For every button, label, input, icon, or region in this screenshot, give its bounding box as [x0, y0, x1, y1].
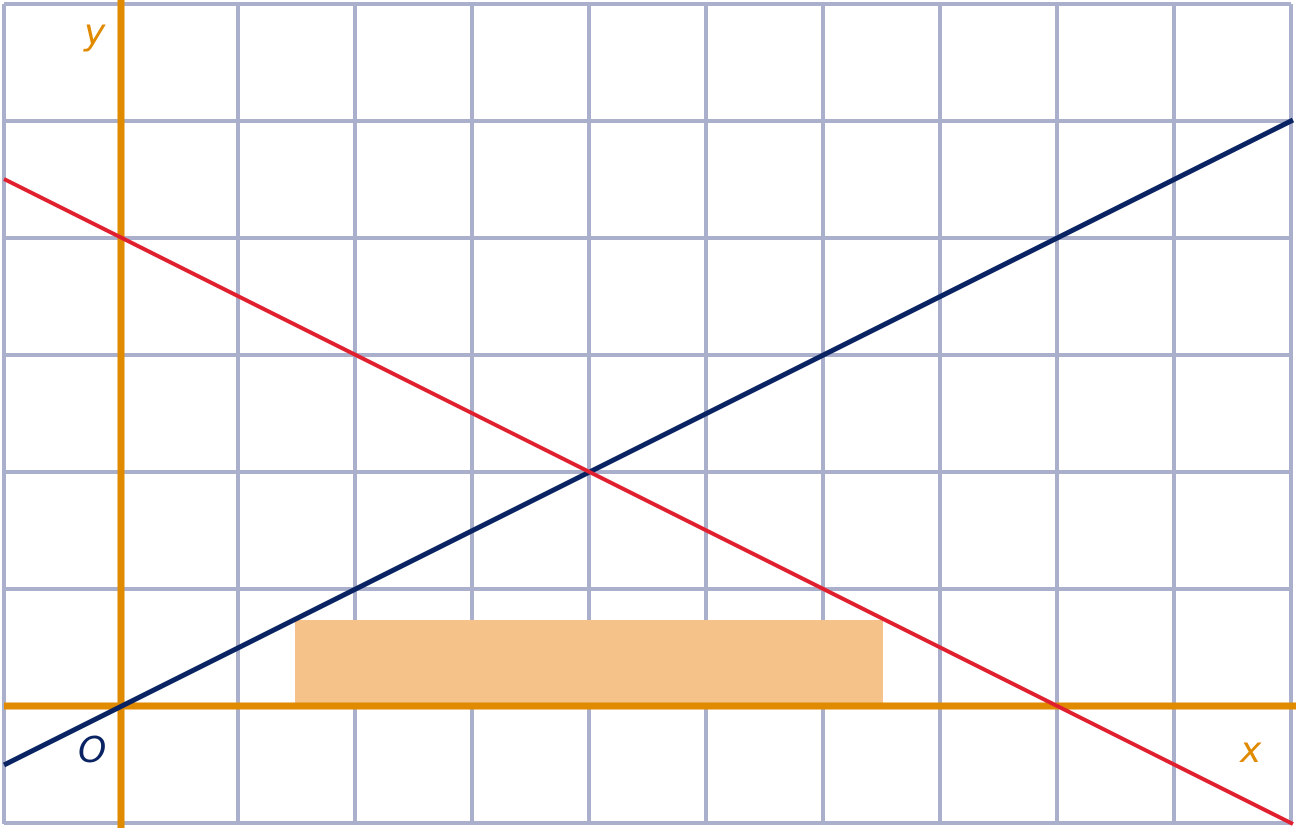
origin-label: O: [78, 730, 106, 771]
x-axis-label: x: [1239, 730, 1262, 771]
y-axis-label: y: [83, 12, 106, 53]
highlight-rect: [295, 620, 883, 706]
blue-line: [2, 117, 1295, 768]
red-line: [3, 177, 1294, 826]
